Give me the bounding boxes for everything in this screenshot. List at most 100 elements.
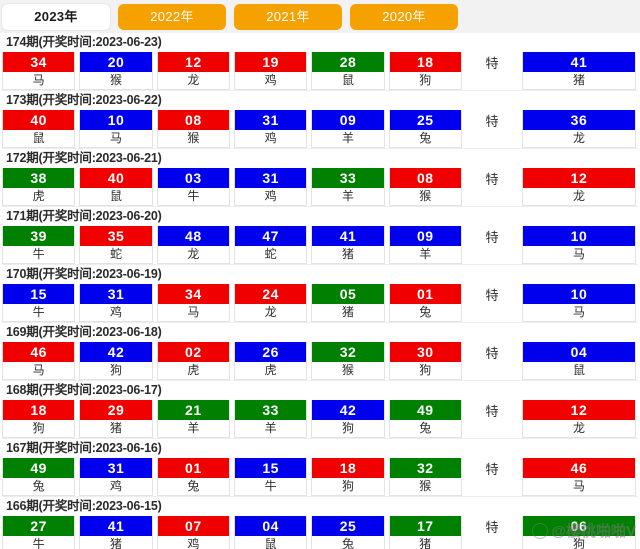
special-ball: 06 狗 <box>521 516 636 549</box>
ball-zodiac: 兔 <box>312 536 384 549</box>
normal-ball: 29 猪 <box>79 400 153 438</box>
draw-row: 167期(开奖时间:2023-06-16) 49 兔 31 鸡 01 兔 15 牛 18 狗 32 猴特… <box>0 439 640 496</box>
ball-number: 26 <box>234 342 307 362</box>
draw-row: 168期(开奖时间:2023-06-17) 18 狗 29 猪 21 羊 33 羊 42 狗 49 兔特… <box>0 381 640 438</box>
ball-number: 29 <box>80 400 152 420</box>
normal-ball: 39 牛 <box>2 226 76 264</box>
ball-number: 36 <box>522 110 635 130</box>
normal-ball: 21 羊 <box>156 400 230 438</box>
ball-zodiac: 兔 <box>389 304 461 321</box>
ball-zodiac: 虎 <box>234 362 307 379</box>
ball-number: 47 <box>234 226 307 246</box>
ball-number: 38 <box>3 168 75 188</box>
normal-ball: 41 猪 <box>79 516 153 549</box>
tab-year-2021[interactable]: 2021年 <box>234 3 342 30</box>
ball-number: 01 <box>389 284 461 304</box>
ball-number: 30 <box>389 342 461 362</box>
ball-number: 08 <box>157 110 229 130</box>
normal-ball: 18 狗 <box>311 458 385 496</box>
ball-number: 42 <box>312 400 384 420</box>
ball-zodiac: 鼠 <box>312 72 384 89</box>
normal-ball: 03 牛 <box>156 168 230 206</box>
ball-zodiac: 虎 <box>3 188 75 205</box>
ball-number: 34 <box>157 284 229 304</box>
normal-ball: 18 狗 <box>2 400 76 438</box>
normal-ball: 07 鸡 <box>156 516 230 549</box>
draw-balls: 38 虎 40 鼠 03 牛 31 鸡 33 羊 08 猴特 12 龙 <box>0 168 640 206</box>
ball-number: 09 <box>389 226 461 246</box>
normal-ball: 04 鼠 <box>233 516 308 549</box>
normal-ball: 15 牛 <box>2 284 76 322</box>
ball-number: 09 <box>312 110 384 130</box>
row-divider <box>2 380 638 381</box>
normal-ball: 30 狗 <box>388 342 462 380</box>
normal-ball: 34 马 <box>2 52 76 90</box>
ball-zodiac: 龙 <box>522 188 635 205</box>
draw-row: 169期(开奖时间:2023-06-18) 46 马 42 狗 02 虎 26 虎 32 猴 30 狗特… <box>0 323 640 380</box>
ball-zodiac: 牛 <box>3 246 75 263</box>
ball-zodiac: 牛 <box>234 478 307 495</box>
tab-year-2020[interactable]: 2020年 <box>350 3 458 30</box>
ball-number: 17 <box>389 516 461 536</box>
ball-zodiac: 龙 <box>234 304 307 321</box>
ball-zodiac: 猴 <box>157 130 229 147</box>
normal-ball: 35 蛇 <box>79 226 153 264</box>
draw-period-header: 173期(开奖时间:2023-06-22) <box>0 91 640 110</box>
ball-number: 35 <box>80 226 152 246</box>
ball-number: 04 <box>234 516 307 536</box>
tab-year-2023[interactable]: 2023年 <box>2 3 110 30</box>
ball-number: 33 <box>234 400 307 420</box>
ball-zodiac: 龙 <box>157 72 229 89</box>
ball-zodiac: 蛇 <box>80 246 152 263</box>
ball-zodiac: 马 <box>80 130 152 147</box>
ball-zodiac: 狗 <box>312 420 384 437</box>
ball-number: 15 <box>234 458 307 478</box>
ball-number: 41 <box>80 516 152 536</box>
ball-zodiac: 马 <box>522 246 635 263</box>
special-ball-label: 特 <box>465 342 518 380</box>
special-ball: 10 马 <box>521 226 636 264</box>
ball-number: 03 <box>157 168 229 188</box>
normal-ball: 42 狗 <box>79 342 153 380</box>
ball-zodiac: 猪 <box>522 72 635 89</box>
normal-ball: 40 鼠 <box>2 110 76 148</box>
normal-ball: 47 蛇 <box>233 226 308 264</box>
normal-ball: 42 狗 <box>311 400 385 438</box>
ball-zodiac: 猪 <box>80 536 152 549</box>
draw-results-list: 174期(开奖时间:2023-06-23) 34 马 20 猴 12 龙 19 鸡 28 鼠 18 狗特… <box>0 33 640 549</box>
ball-zodiac: 龙 <box>522 420 635 437</box>
ball-zodiac: 羊 <box>234 420 307 437</box>
ball-number: 24 <box>234 284 307 304</box>
ball-number: 42 <box>80 342 152 362</box>
ball-number: 41 <box>522 52 635 72</box>
ball-number: 19 <box>234 52 307 72</box>
ball-zodiac: 兔 <box>389 130 461 147</box>
ball-number: 18 <box>312 458 384 478</box>
ball-zodiac: 猪 <box>312 304 384 321</box>
ball-zodiac: 狗 <box>3 420 75 437</box>
draw-balls: 49 兔 31 鸡 01 兔 15 牛 18 狗 32 猴特 46 马 <box>0 458 640 496</box>
ball-zodiac: 虎 <box>157 362 229 379</box>
draw-period-header: 172期(开奖时间:2023-06-21) <box>0 149 640 168</box>
draw-period-header: 170期(开奖时间:2023-06-19) <box>0 265 640 284</box>
ball-zodiac: 狗 <box>389 72 461 89</box>
ball-zodiac: 马 <box>522 304 635 321</box>
ball-zodiac: 马 <box>522 478 635 495</box>
ball-number: 27 <box>3 516 75 536</box>
special-ball-label: 特 <box>465 110 518 148</box>
special-ball-label: 特 <box>465 400 518 438</box>
normal-ball: 49 兔 <box>388 400 462 438</box>
ball-zodiac: 狗 <box>522 536 635 549</box>
ball-number: 32 <box>312 342 384 362</box>
draw-row: 171期(开奖时间:2023-06-20) 39 牛 35 蛇 48 龙 47 蛇 41 猪 09 羊特… <box>0 207 640 264</box>
normal-ball: 48 龙 <box>156 226 230 264</box>
tab-year-2022[interactable]: 2022年 <box>118 3 226 30</box>
ball-number: 40 <box>80 168 152 188</box>
normal-ball: 08 猴 <box>388 168 462 206</box>
ball-zodiac: 鸡 <box>234 188 307 205</box>
ball-number: 41 <box>312 226 384 246</box>
draw-balls: 34 马 20 猴 12 龙 19 鸡 28 鼠 18 狗特 41 猪 <box>0 52 640 90</box>
ball-number: 10 <box>522 284 635 304</box>
ball-number: 20 <box>80 52 152 72</box>
